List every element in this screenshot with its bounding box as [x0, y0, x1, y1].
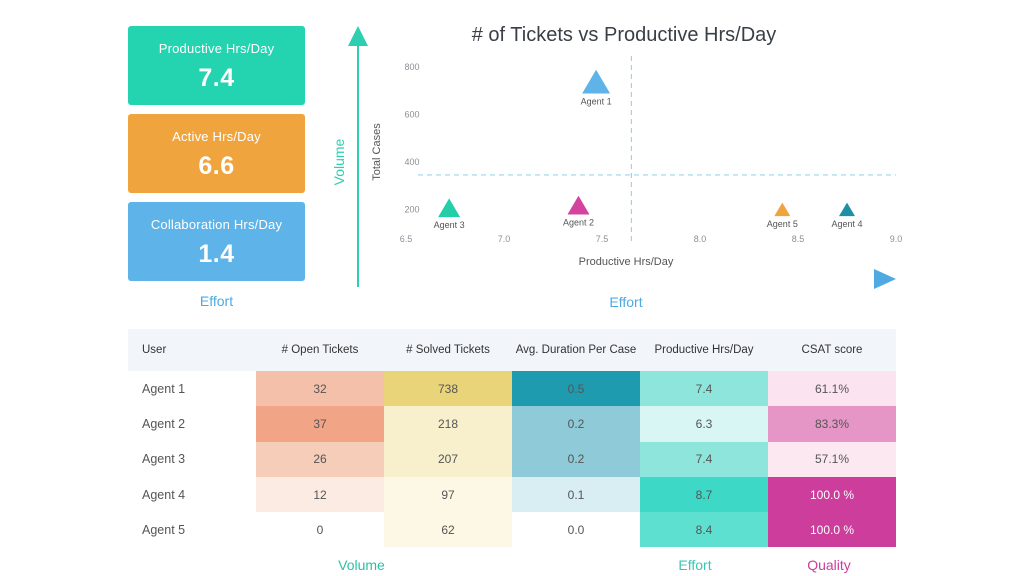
agent-name-cell: Agent 1 [128, 371, 256, 407]
kpi-effort-caption: Effort [199, 293, 234, 309]
data-point-triangle [438, 198, 461, 218]
metric-cell: 83.3% [768, 406, 896, 442]
table-row: Agent 5 0 62 0.0 8.4 100.0 % [128, 512, 896, 548]
metric-cell: 0.5 [512, 371, 640, 407]
metric-cell: 100.0 % [768, 512, 896, 548]
data-point-label: Agent 5 [767, 219, 798, 229]
y-tick-label: 400 [404, 157, 419, 167]
metric-cell: 6.3 [640, 406, 768, 442]
table-row: Agent 2 37 218 0.2 6.3 83.3% [128, 406, 896, 442]
footer-effort-caption: Effort [678, 557, 712, 573]
data-point-label: Agent 4 [831, 219, 862, 229]
table-row: Agent 4 12 97 0.1 8.7 100.0 % [128, 476, 896, 513]
data-point-triangle [582, 69, 611, 94]
y-tick-label: 600 [404, 109, 419, 119]
column-header: # Open Tickets [256, 329, 384, 371]
kpi-value: 7.4 [198, 64, 235, 92]
table-body: Agent 1 32 738 0.5 7.4 61.1% Agent 2 37 218 0.2 6.… [128, 371, 896, 548]
table-row: Agent 1 32 738 0.5 7.4 61.1% [128, 371, 896, 407]
x-axis-arrow-head [874, 269, 896, 289]
y-axis-caption: Volume [331, 138, 347, 185]
plot-area: 200 400 600 800 6.5 7.0 7.5 8.0 8.5 9.0 Agent 1 Age… [400, 56, 903, 244]
column-header: Avg. Duration Per Case [512, 329, 640, 371]
data-point-triangle [774, 202, 791, 217]
metric-cell: 26 [256, 441, 384, 477]
axis-arrows [348, 26, 896, 289]
metric-cell: 207 [384, 441, 512, 477]
metric-cell: 57.1% [768, 441, 896, 477]
data-point-label: Agent 2 [563, 217, 594, 227]
column-header: User [128, 329, 256, 371]
kpi-label: Productive Hrs/Day [158, 41, 275, 56]
metric-cell: 12 [256, 476, 384, 513]
metric-cell: 0 [256, 512, 384, 548]
metric-cell: 7.4 [640, 441, 768, 477]
data-point-triangle [839, 202, 855, 217]
x-tick-label: 9.0 [890, 234, 903, 244]
metric-cell: 0.1 [512, 476, 640, 513]
agent-name-cell: Agent 2 [128, 406, 256, 442]
kpi-label: Collaboration Hrs/Day [150, 217, 283, 232]
metric-cell: 32 [256, 371, 384, 407]
kpi-value: 6.6 [198, 152, 235, 180]
x-tick-label: 8.5 [792, 234, 805, 244]
metric-cell: 7.4 [640, 371, 768, 407]
data-point-label: Agent 1 [581, 97, 612, 107]
column-header: CSAT score [768, 329, 896, 371]
agent-metrics-table: User # Open Tickets # Solved Tickets Avg. D… [128, 329, 896, 548]
table-row: Agent 3 26 207 0.2 7.4 57.1% [128, 441, 896, 477]
agent-name-cell: Agent 3 [128, 441, 256, 477]
table-header-row: User # Open Tickets # Solved Tickets Avg. D… [128, 329, 896, 371]
metric-cell: 0.0 [512, 512, 640, 548]
x-tick-label: 7.0 [498, 234, 511, 244]
metric-cell: 8.7 [640, 476, 768, 513]
metric-cell: 738 [384, 371, 512, 407]
metric-cell: 62 [384, 512, 512, 548]
y-axis-arrow-head [348, 26, 368, 46]
y-tick-label: 200 [404, 204, 419, 214]
scatter-chart: # of Tickets vs Productive Hrs/Day Volum… [331, 24, 903, 310]
column-header: # Solved Tickets [384, 329, 512, 371]
y-tick-label: 800 [404, 62, 419, 72]
x-axis-caption: Effort [609, 294, 642, 310]
x-tick-label: 8.0 [694, 234, 707, 244]
data-point-triangle [567, 195, 590, 215]
kpi-card-collaboration: Collaboration Hrs/Day 1.4 [128, 202, 305, 281]
data-point-label: Agent 3 [434, 220, 465, 230]
metric-cell: 100.0 % [768, 476, 896, 513]
kpi-card-productive: Productive Hrs/Day 7.4 [128, 26, 305, 105]
metric-cell: 61.1% [768, 371, 896, 407]
agent-name-cell: Agent 4 [128, 476, 256, 513]
metric-cell: 218 [384, 406, 512, 442]
metric-cell: 97 [384, 476, 512, 513]
footer-quality-caption: Quality [807, 557, 851, 573]
x-tick-label: 6.5 [400, 234, 413, 244]
footer-volume-caption: Volume [338, 557, 385, 573]
x-axis-label: Productive Hrs/Day [579, 256, 674, 268]
kpi-card-active: Active Hrs/Day 6.6 [128, 114, 305, 193]
metric-cell: 37 [256, 406, 384, 442]
agent-name-cell: Agent 5 [128, 512, 256, 548]
column-header: Productive Hrs/Day [640, 329, 768, 371]
kpi-value: 1.4 [198, 240, 235, 268]
metric-cell: 8.4 [640, 512, 768, 548]
metric-cell: 0.2 [512, 406, 640, 442]
metric-cell: 0.2 [512, 441, 640, 477]
x-tick-label: 7.5 [596, 234, 609, 244]
y-axis-label: Total Cases [371, 123, 383, 181]
kpi-label: Active Hrs/Day [172, 129, 261, 144]
chart-title: # of Tickets vs Productive Hrs/Day [472, 24, 777, 46]
